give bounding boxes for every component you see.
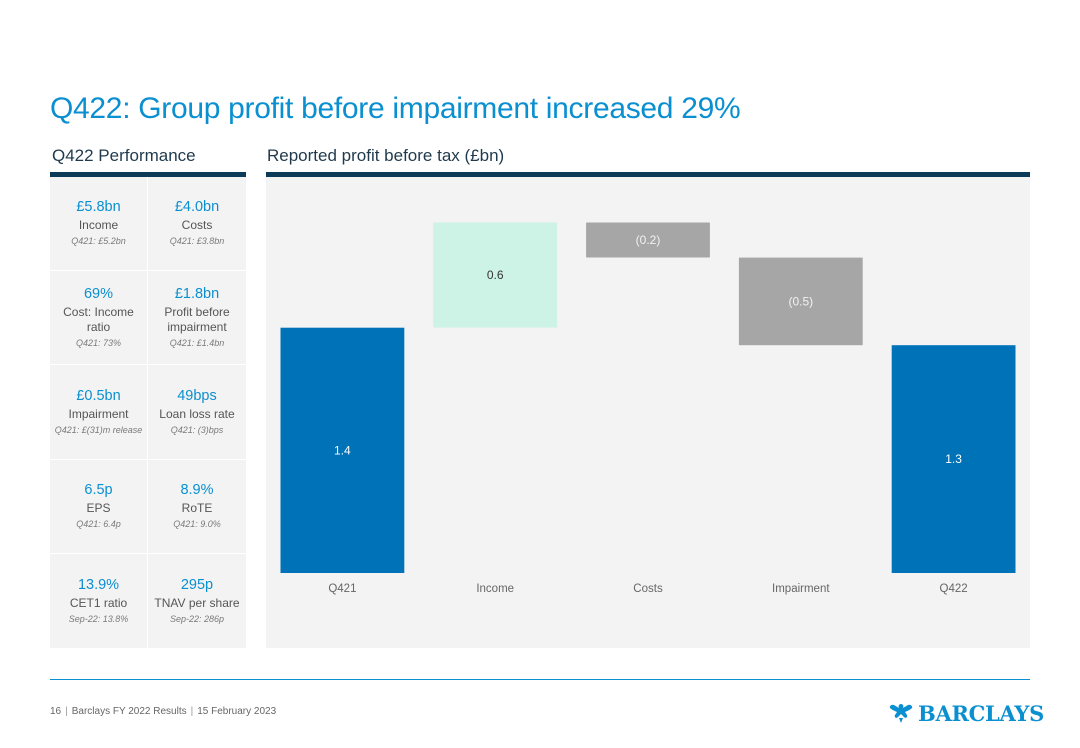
- kpi-value: 69%: [83, 285, 114, 302]
- kpi-prior: Q421: £1.4bn: [169, 337, 225, 348]
- kpi-value: 8.9%: [180, 482, 214, 499]
- kpi-value: 13.9%: [77, 576, 120, 593]
- kpi-tnav-per-share: 295p TNAV per share Sep-22: 286p: [147, 554, 246, 648]
- kpi-prior: Q421: £5.2bn: [71, 236, 126, 247]
- kpi-value: £0.5bn: [76, 387, 121, 404]
- category-label-income: Income: [476, 583, 514, 595]
- chart-heading-rule: [266, 172, 1030, 177]
- kpi-label: TNAV per share: [154, 595, 240, 610]
- kpi-prior: Q421: 6.4p: [76, 519, 121, 530]
- bar-q422: [891, 345, 1016, 573]
- kpi-income: £5.8bn Income Q421: £5.2bn: [50, 177, 147, 270]
- bar-q421: [280, 327, 405, 573]
- kpi-heading: Q422 Performance: [52, 146, 196, 165]
- kpi-label: RoTE: [181, 501, 213, 516]
- kpi-label: Profit before impairment: [164, 304, 230, 334]
- data-label-income: 0.6: [487, 268, 504, 282]
- category-label-q421: Q421: [328, 583, 356, 595]
- kpi-label: Costs: [181, 218, 213, 233]
- kpi-prior: Q421: 9.0%: [173, 519, 221, 530]
- kpi-row: 69% Cost: Income ratio Q421: 73% £1.8bn …: [50, 271, 246, 365]
- kpi-value: £1.8bn: [174, 285, 220, 302]
- kpi-value: £5.8bn: [76, 199, 121, 216]
- kpi-costs: £4.0bn Costs Q421: £3.8bn: [147, 177, 246, 270]
- kpi-loan-loss-rate: 49bps Loan loss rate Q421: (3)bps: [147, 365, 246, 459]
- kpi-profit-before-impairment: £1.8bn Profit before impairment Q421: £1…: [147, 271, 246, 364]
- footer-document: Barclays FY 2022 Results: [71, 706, 187, 717]
- kpi-prior: Q421: £3.8bn: [169, 236, 225, 247]
- kpi-label: EPS: [86, 501, 111, 516]
- kpi-value: £4.0bn: [174, 199, 220, 216]
- footer-separator: |: [190, 706, 194, 717]
- kpi-row: 13.9% CET1 ratio Sep-22: 13.8% 295p TNAV…: [50, 554, 246, 648]
- kpi-prior: Sep-22: 13.8%: [68, 613, 129, 624]
- bar-income: [433, 222, 558, 328]
- waterfall-chart-panel: 1.4 Q421 0.6 Income (0.2) Costs (0.5) Impairmen…: [266, 177, 1030, 648]
- kpi-eps: 6.5p EPS Q421: 6.4p: [50, 460, 147, 553]
- kpi-impairment: £0.5bn Impairment Q421: £(31)m release: [50, 365, 147, 459]
- kpi-row: 6.5p EPS Q421: 6.4p 8.9% RoTE Q421: 9.0%: [50, 460, 246, 554]
- kpi-prior: Q421: 73%: [75, 337, 122, 348]
- category-label-impairment: Impairment: [772, 583, 830, 595]
- eagle-icon: [889, 704, 913, 723]
- logo-wordmark: BARCLAYS: [918, 700, 1044, 726]
- bar-costs: [586, 222, 710, 258]
- category-label-costs: Costs: [633, 583, 663, 595]
- kpi-cet1-ratio: 13.9% CET1 ratio Sep-22: 13.8%: [50, 554, 147, 648]
- kpi-label: Loan loss rate: [159, 406, 235, 421]
- kpi-row: £0.5bn Impairment Q421: £(31)m release 4…: [50, 365, 246, 460]
- kpi-value: 49bps: [177, 387, 217, 404]
- data-label-impairment: (0.5): [788, 294, 813, 308]
- chart-heading: Reported profit before tax (£bn): [267, 146, 505, 165]
- category-label-q422: Q422: [940, 583, 968, 595]
- kpi-heading-rule: [50, 172, 246, 177]
- footer-rule: [50, 679, 1030, 680]
- footer-separator: |: [65, 706, 68, 717]
- kpi-prior: Q421: £(31)m release: [54, 424, 143, 435]
- footer-page-number: 16: [50, 706, 62, 717]
- kpi-row: £5.8bn Income Q421: £5.2bn £4.0bn Costs …: [50, 177, 246, 271]
- data-label-q421: 1.4: [334, 443, 351, 457]
- footer: 16 | Barclays FY 2022 Results | 15 February …: [50, 706, 276, 717]
- kpi-label: Income: [78, 218, 119, 233]
- footer-date: 15 February 2023: [197, 706, 277, 717]
- kpi-value: 6.5p: [84, 482, 113, 499]
- waterfall-chart: 1.4 Q421 0.6 Income (0.2) Costs (0.5) Impairmen…: [280, 222, 1016, 595]
- kpi-rote: 8.9% RoTE Q421: 9.0%: [147, 460, 246, 553]
- kpi-label: CET1 ratio: [69, 595, 128, 610]
- kpi-prior: Q421: (3)bps: [170, 424, 224, 435]
- kpi-label: Cost: Income ratio: [63, 304, 134, 334]
- bar-impairment: [738, 257, 863, 346]
- data-label-costs: (0.2): [636, 233, 661, 247]
- barclays-logo: BARCLAYS: [888, 700, 1044, 726]
- kpi-cost-income-ratio: 69% Cost: Income ratio Q421: 73%: [50, 271, 147, 364]
- kpi-grid: £5.8bn Income Q421: £5.2bn £4.0bn Costs …: [50, 177, 246, 648]
- kpi-value: 295p: [180, 576, 214, 593]
- kpi-prior: Sep-22: 286p: [169, 613, 225, 624]
- kpi-label: Impairment: [68, 406, 129, 421]
- page-title: Q422: Group profit before impairment inc…: [50, 92, 741, 125]
- data-label-q422: 1.3: [945, 452, 962, 466]
